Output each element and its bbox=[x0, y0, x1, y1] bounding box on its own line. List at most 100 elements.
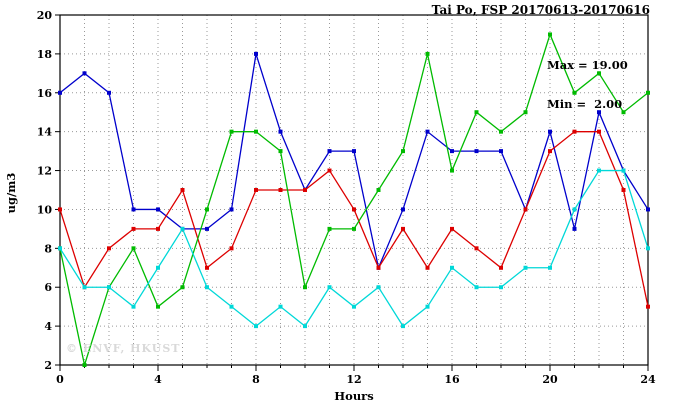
series-blue-marker bbox=[82, 71, 87, 76]
series-green-marker bbox=[82, 363, 87, 367]
series-cyan-marker bbox=[450, 265, 454, 270]
series-blue-marker bbox=[131, 207, 136, 212]
series-green-marker bbox=[352, 226, 356, 231]
series-cyan-marker bbox=[425, 304, 430, 309]
series-red-marker bbox=[303, 188, 307, 192]
series-green-marker bbox=[376, 188, 381, 192]
min-annotation: Min = 2.00 bbox=[547, 97, 623, 111]
series-cyan-marker bbox=[82, 285, 87, 290]
series-green-marker bbox=[229, 129, 234, 134]
series-red-marker bbox=[180, 188, 185, 192]
y-tick-label: 20 bbox=[37, 9, 53, 22]
series-red-marker bbox=[548, 149, 552, 154]
series-cyan-marker bbox=[131, 304, 136, 309]
series-green-marker bbox=[499, 129, 503, 134]
series-green-marker bbox=[156, 304, 160, 309]
series-red-marker bbox=[205, 265, 209, 270]
series-red-marker bbox=[425, 265, 430, 270]
series-red-marker bbox=[450, 226, 454, 231]
series-blue-marker bbox=[474, 149, 479, 154]
series-green-marker bbox=[523, 110, 528, 115]
series-blue-marker bbox=[450, 149, 454, 154]
series-cyan-marker bbox=[107, 285, 111, 290]
series-cyan-marker bbox=[474, 285, 479, 290]
series-green-marker bbox=[131, 246, 136, 251]
y-tick-label: 4 bbox=[44, 320, 52, 333]
series-cyan-marker bbox=[327, 285, 332, 290]
watermark: © ENVF, HKUST bbox=[66, 342, 181, 355]
series-cyan-marker bbox=[646, 246, 650, 251]
series-red-marker bbox=[572, 129, 577, 134]
series-cyan-marker bbox=[352, 304, 356, 309]
y-tick-label: 14 bbox=[37, 126, 53, 139]
series-cyan-marker bbox=[523, 265, 528, 270]
series-green-marker bbox=[401, 149, 405, 154]
series-red-marker bbox=[376, 265, 381, 270]
series-cyan-marker bbox=[621, 168, 626, 173]
x-tick-label: 20 bbox=[542, 373, 558, 386]
series-red-marker bbox=[58, 207, 62, 212]
series-green-marker bbox=[327, 226, 332, 231]
series-blue-marker bbox=[58, 90, 62, 95]
series-red-marker bbox=[352, 207, 356, 212]
series-red-marker bbox=[156, 226, 160, 231]
y-tick-label: 18 bbox=[37, 48, 53, 61]
series-green-marker bbox=[548, 32, 552, 37]
y-tick-label: 10 bbox=[37, 203, 53, 216]
series-blue-marker bbox=[597, 110, 601, 115]
series-blue-marker bbox=[572, 226, 577, 231]
series-cyan-marker bbox=[597, 168, 601, 173]
x-axis-label: Hours bbox=[334, 389, 374, 403]
series-red-marker bbox=[107, 246, 111, 251]
series-green-marker bbox=[474, 110, 479, 115]
y-axis-label: ug/m3 bbox=[4, 172, 18, 214]
series-cyan-marker bbox=[278, 304, 283, 309]
series-red-marker bbox=[646, 304, 650, 309]
series-red-marker bbox=[327, 168, 332, 173]
series-red-marker bbox=[499, 265, 503, 270]
series-blue-marker bbox=[548, 129, 552, 134]
series-blue-marker bbox=[156, 207, 160, 212]
series-cyan-marker bbox=[376, 285, 381, 290]
series-green-marker bbox=[450, 168, 454, 173]
series-green-marker bbox=[425, 51, 430, 56]
y-tick-label: 8 bbox=[44, 242, 52, 255]
series-red-marker bbox=[401, 226, 405, 231]
series-green-marker bbox=[254, 129, 258, 134]
series-cyan-marker bbox=[303, 324, 307, 329]
series-red-marker bbox=[131, 226, 136, 231]
series-red-marker bbox=[229, 246, 234, 251]
x-tick-label: 12 bbox=[346, 373, 361, 386]
x-tick-label: 0 bbox=[56, 373, 64, 386]
series-cyan-marker bbox=[156, 265, 160, 270]
y-tick-label: 2 bbox=[44, 359, 52, 372]
series-green-marker bbox=[278, 149, 283, 154]
series-cyan-marker bbox=[205, 285, 209, 290]
series-blue-marker bbox=[646, 207, 650, 212]
series-blue-marker bbox=[327, 149, 332, 154]
series-blue-marker bbox=[352, 149, 356, 154]
series-green-marker bbox=[572, 90, 577, 95]
x-tick-label: 24 bbox=[640, 373, 656, 386]
x-tick-label: 16 bbox=[444, 373, 460, 386]
series-red-marker bbox=[254, 188, 258, 192]
series-green-marker bbox=[597, 71, 601, 76]
series-blue-marker bbox=[401, 207, 405, 212]
x-tick-label: 4 bbox=[154, 373, 162, 386]
series-green-marker bbox=[303, 285, 307, 290]
series-green-marker bbox=[646, 90, 650, 95]
series-blue-marker bbox=[229, 207, 234, 212]
series-red-marker bbox=[523, 207, 528, 212]
series-red-marker bbox=[621, 188, 626, 192]
series-cyan-marker bbox=[572, 207, 577, 212]
series-cyan-marker bbox=[499, 285, 503, 290]
series-green-marker bbox=[180, 285, 185, 290]
y-tick-label: 6 bbox=[44, 281, 52, 294]
chart-title: Tai Po, FSP 20170613-20170616 bbox=[431, 3, 650, 17]
series-red-marker bbox=[278, 188, 283, 192]
series-blue-marker bbox=[205, 226, 209, 231]
series-cyan-marker bbox=[548, 265, 552, 270]
series-blue-marker bbox=[499, 149, 503, 154]
series-green-marker bbox=[621, 110, 626, 115]
series-red-marker bbox=[474, 246, 479, 251]
